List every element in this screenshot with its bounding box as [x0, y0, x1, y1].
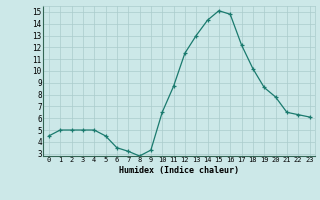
- X-axis label: Humidex (Indice chaleur): Humidex (Indice chaleur): [119, 166, 239, 175]
